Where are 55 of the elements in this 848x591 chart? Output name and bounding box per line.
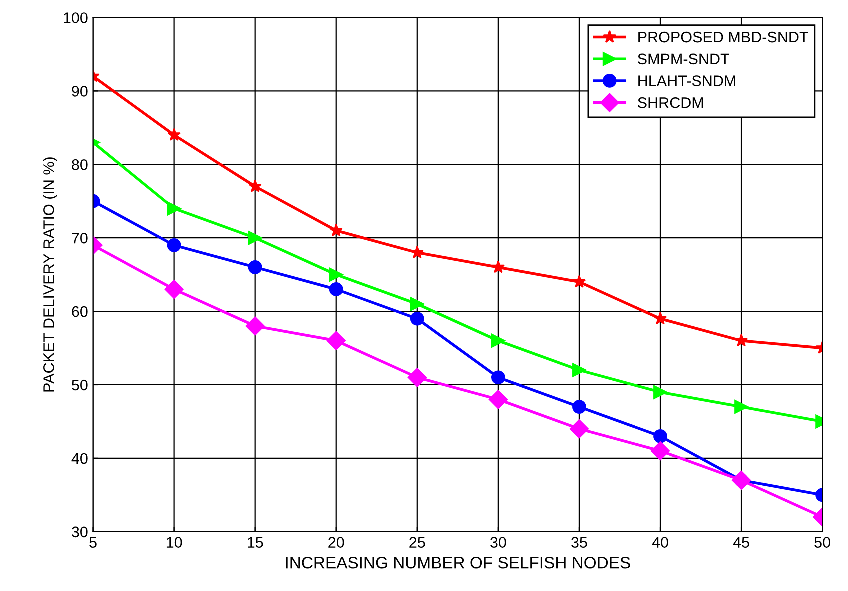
y-axis-title: PACKET DELIVERY RATIO (IN %) [43,158,58,392]
y-tick-label: 90 [72,86,88,97]
point [248,231,262,246]
x-tick-label: 15 [248,537,264,548]
point [410,297,424,312]
x-tick-label: 45 [733,537,750,548]
point [167,238,182,252]
legend-label: SMPM-SNDT [638,54,730,65]
point [329,268,344,282]
legend-label: SHRCDM [638,98,704,108]
point [572,275,586,288]
x-tick-label: 20 [328,537,344,548]
point [734,400,748,414]
legend-label: HLAHT-SNDM [638,76,736,86]
point [734,334,748,347]
y-tick-label: 30 [72,526,88,538]
x-tick-label: 25 [410,537,426,548]
point [491,370,506,385]
x-axis-title: INCREASING NUMBER OF SELFISH NODES [286,557,630,569]
point [410,312,424,326]
point [654,429,668,444]
point [326,331,346,350]
point [168,128,181,142]
point [329,282,344,296]
x-tick-label: 30 [490,537,506,548]
legend-label: PROPOSED MBD-SNDT [638,32,808,43]
point [654,312,668,325]
point [654,385,668,400]
point [572,363,586,378]
y-tick-label: 80 [72,160,88,170]
point [408,368,427,388]
point [246,316,265,336]
point [492,260,506,274]
x-tick-label: 40 [652,537,668,548]
point [248,260,262,274]
y-tick-label: 40 [72,453,88,464]
point [248,180,262,192]
point [570,420,589,439]
x-tick-label: 50 [814,537,830,548]
x-tick-label: 35 [572,537,588,548]
point [330,224,344,236]
point [488,390,508,410]
point [491,334,506,348]
y-tick-label: 50 [72,380,88,391]
y-tick-label: 70 [72,232,88,244]
point [572,400,586,414]
point [167,202,182,216]
point [164,280,184,300]
y-tick-label: 100 [64,12,88,24]
point [650,442,670,461]
x-tick-label: 5 [90,537,97,548]
x-tick-label: 10 [166,537,182,548]
point [410,246,424,259]
y-tick-label: 60 [72,306,88,318]
point [732,470,752,490]
